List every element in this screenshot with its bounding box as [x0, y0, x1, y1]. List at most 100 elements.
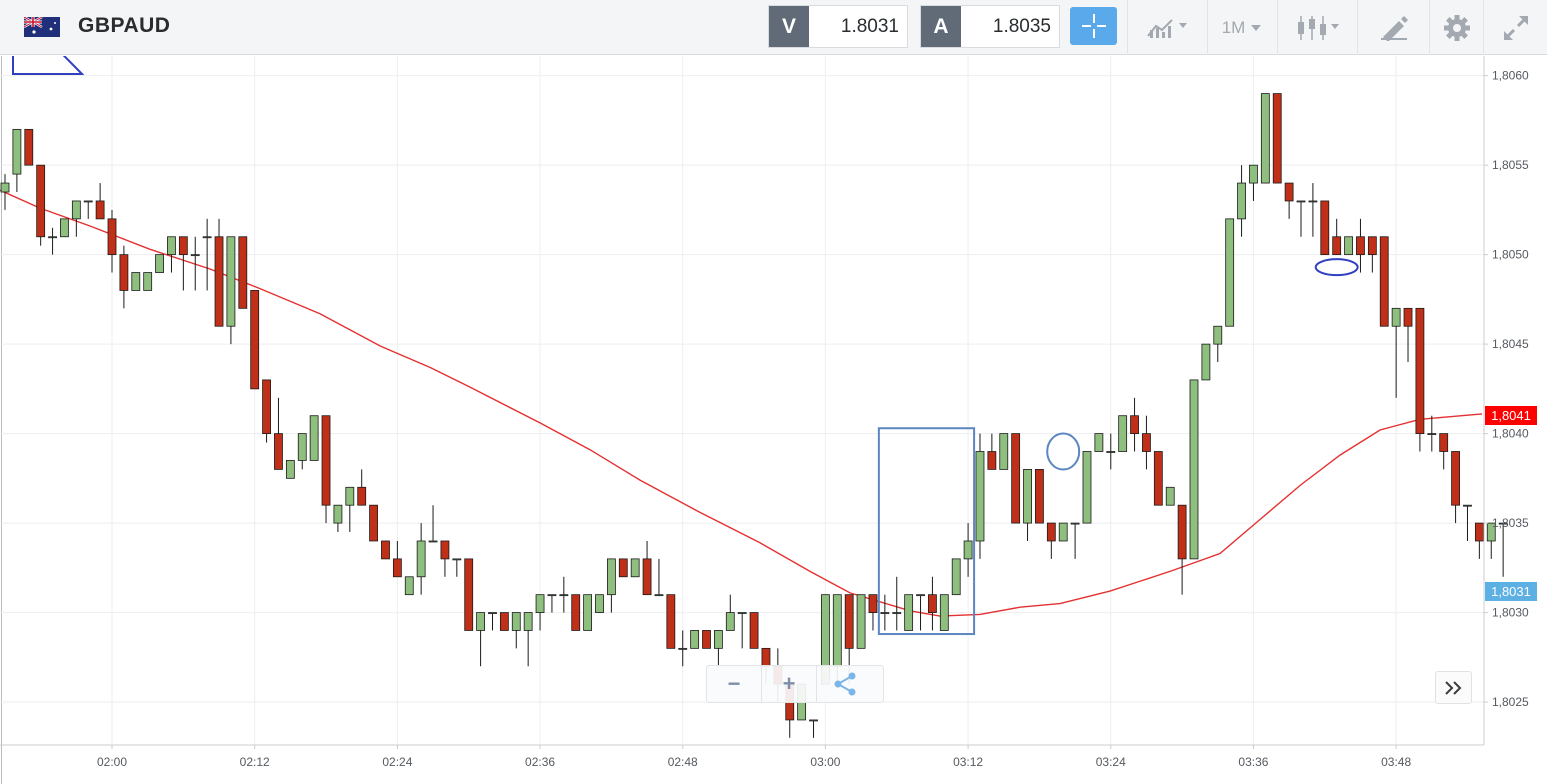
- candle: [178, 236, 188, 291]
- candle-body-up: [1070, 522, 1080, 525]
- candle-body-up: [190, 254, 200, 257]
- candle-body-up: [155, 254, 164, 273]
- chart-grid: [0, 56, 1484, 784]
- candle-body-up: [535, 594, 545, 613]
- candle-body-up: [167, 236, 176, 256]
- candle-body-up: [523, 612, 533, 631]
- candle-body-up: [892, 612, 902, 614]
- candle: [547, 594, 557, 613]
- candle-body-up: [143, 272, 153, 291]
- candle: [856, 594, 866, 649]
- candle-body-up: [737, 612, 747, 614]
- draw-button[interactable]: [1357, 0, 1429, 55]
- candle: [1106, 433, 1116, 470]
- candle-body-up: [606, 558, 616, 596]
- zoom-in-button[interactable]: +: [762, 666, 817, 702]
- candle: [1046, 522, 1056, 559]
- candle-body-down: [761, 647, 771, 667]
- candle: [1177, 504, 1187, 595]
- candle: [452, 558, 462, 577]
- candle: [1486, 522, 1496, 559]
- candle-body-up: [488, 612, 497, 614]
- candle: [24, 128, 34, 166]
- chart-type-icon: [1146, 18, 1187, 38]
- candle: [71, 200, 81, 237]
- candle: [1332, 218, 1342, 256]
- fullscreen-icon: [1503, 15, 1528, 40]
- candle-body-up: [404, 576, 414, 596]
- candle: [1463, 504, 1472, 541]
- candle-body-up: [690, 630, 700, 649]
- price-tick-label: 1,8045: [1492, 337, 1529, 351]
- candle-body-up: [951, 558, 961, 596]
- zoom-out-button[interactable]: −: [707, 666, 762, 702]
- candle: [1296, 200, 1306, 237]
- candle: [309, 415, 319, 461]
- candle-body-down: [666, 594, 676, 649]
- share-button[interactable]: [817, 666, 872, 702]
- candle: [333, 504, 343, 533]
- chart-type-button[interactable]: [1127, 0, 1207, 55]
- moving-average-line: [0, 189, 1483, 617]
- sell-price-button[interactable]: V 1.8031: [768, 5, 908, 48]
- time-tick-label: 03:12: [953, 755, 983, 769]
- gear-icon: [1443, 14, 1470, 41]
- settings-button[interactable]: [1429, 0, 1483, 55]
- candle: [262, 379, 271, 443]
- candle-body-down: [392, 558, 402, 578]
- scroll-to-latest-button[interactable]: [1435, 671, 1472, 704]
- candle: [678, 630, 688, 667]
- candle-body-up: [939, 594, 949, 631]
- candle: [1225, 218, 1235, 327]
- candle-body-up: [0, 182, 10, 193]
- candle: [250, 290, 260, 390]
- timeframe-select[interactable]: 1M: [1207, 0, 1277, 55]
- candle-body-up: [452, 558, 462, 561]
- candle-body-down: [1272, 93, 1282, 184]
- fullscreen-button[interactable]: [1483, 0, 1547, 55]
- candle-body-down: [107, 218, 117, 256]
- candle: [1035, 468, 1044, 524]
- candle: [595, 594, 604, 613]
- candle-body-down: [987, 451, 997, 470]
- candle-body-up: [1023, 468, 1032, 524]
- candle: [392, 540, 402, 578]
- price-tick-label: 1,8030: [1492, 606, 1529, 620]
- candle-body-up: [1237, 182, 1246, 220]
- candle-body-down: [1320, 200, 1330, 256]
- candle: [1498, 522, 1508, 577]
- candle: [618, 558, 628, 578]
- candle-body-up: [1165, 486, 1175, 506]
- buy-price-button[interactable]: A 1.8035: [920, 5, 1060, 48]
- candle-body-up: [856, 594, 866, 649]
- candle: [535, 594, 545, 631]
- candle-body-down: [357, 486, 367, 506]
- time-tick-label: 02:24: [382, 755, 412, 769]
- candle-body-down: [571, 594, 581, 631]
- crosshair-button[interactable]: [1070, 7, 1117, 45]
- candle: [1023, 468, 1032, 541]
- candle: [1379, 236, 1389, 327]
- candle-body-up: [654, 594, 664, 597]
- price-chart[interactable]: 1,8025 1,8030 1,8035 1,8040 1,8045 1,8050 1,80…: [0, 56, 1547, 784]
- candle: [297, 433, 307, 470]
- candle-body-down: [868, 594, 878, 613]
- candle: [499, 612, 509, 631]
- candle: [809, 719, 818, 738]
- candle-body-up: [1058, 522, 1068, 542]
- candle-body-up: [725, 612, 735, 631]
- annotation-rectangle: [877, 427, 976, 636]
- candle-body-down: [642, 558, 652, 596]
- candle: [916, 594, 925, 631]
- candle: [975, 433, 985, 559]
- chevron-down-icon: [1251, 24, 1262, 31]
- candle: [321, 415, 331, 524]
- candle-body-up: [48, 236, 57, 239]
- candles-button[interactable]: [1277, 0, 1357, 55]
- candle-body-up: [1213, 325, 1223, 345]
- candle: [1249, 164, 1258, 201]
- candle-body-up: [285, 460, 295, 479]
- candle: [0, 174, 10, 210]
- candle-body-up: [1260, 93, 1270, 184]
